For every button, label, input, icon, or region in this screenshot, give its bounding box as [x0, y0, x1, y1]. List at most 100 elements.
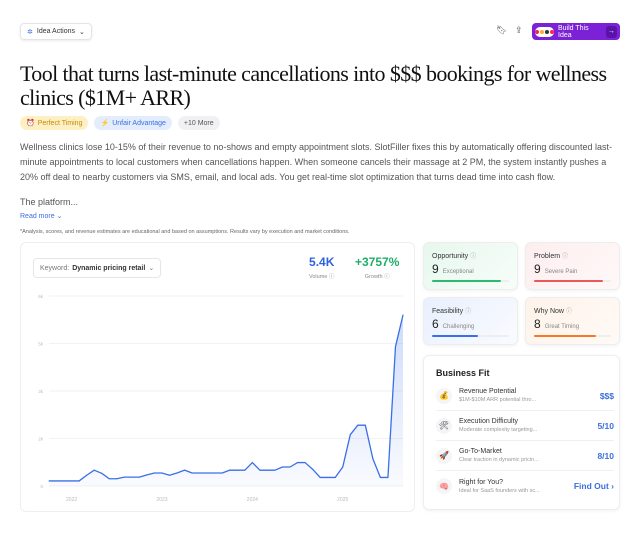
- chevron-down-icon: ⌄: [79, 28, 85, 36]
- data-point: [169, 474, 171, 476]
- data-point: [229, 469, 231, 471]
- data-point: [71, 480, 73, 482]
- data-point: [221, 472, 223, 474]
- keyword-select[interactable]: Keyword: Dynamic pricing retail ⌄: [33, 258, 162, 278]
- tag-list: ⏰ Perfect Timing ⚡ Unfair Advantage +10 More: [20, 116, 620, 130]
- data-point: [281, 466, 283, 468]
- score-bar: [432, 335, 509, 337]
- score-label: Challenging: [442, 324, 475, 330]
- business-fit-row: 🛠 Execution Difficulty Moderate complexity…: [436, 411, 614, 441]
- row-value: 5/10: [597, 420, 614, 431]
- score-bar-fill: [432, 280, 502, 282]
- score-title: Feasibility: [432, 308, 464, 315]
- data-point: [312, 468, 314, 470]
- growth-value: +3757%: [355, 255, 400, 269]
- business-fit-row: 🚀 Go-To-Market Clear traction in dynamic p…: [436, 441, 614, 471]
- y-tick-label: 3k: [38, 389, 44, 394]
- score-title: Why Now: [534, 308, 564, 315]
- info-icon[interactable]: ⓘ: [465, 309, 472, 315]
- info-icon[interactable]: ⓘ: [470, 254, 477, 260]
- sparkle-icon: ✲: [27, 28, 33, 36]
- score-card-problem[interactable]: Problem ⓘ 9 Severe Pain: [525, 242, 620, 290]
- data-point: [349, 434, 351, 436]
- row-subtitle: Ideal for SaaS founders with sc...: [459, 487, 540, 494]
- y-tick-label: 5k: [38, 342, 44, 347]
- tag[interactable]: +10 More: [177, 116, 220, 130]
- data-point: [251, 462, 253, 464]
- row-value[interactable]: Find Out ›: [573, 481, 614, 491]
- read-more-link[interactable]: Read more ⌄: [20, 212, 620, 222]
- data-point: [289, 466, 291, 468]
- data-point: [101, 472, 103, 474]
- data-point: [176, 472, 178, 474]
- tag-label: Unfair Advantage: [112, 119, 166, 127]
- idea-header: Tool that turns last-minute cancellation…: [0, 62, 640, 236]
- score-value: 9: [432, 262, 439, 276]
- data-point: [402, 314, 404, 316]
- bookmark-icon[interactable]: 🔖︎: [496, 25, 508, 35]
- data-point: [146, 474, 148, 476]
- row-subtitle: Clear traction in dynamic pricin...: [459, 457, 539, 463]
- score-bar: [432, 280, 509, 282]
- row-title: Revenue Potential: [459, 388, 517, 395]
- score-card-feasibility[interactable]: Feasibility ⓘ 6 Challenging: [423, 297, 518, 345]
- tag-label: Perfect Timing: [37, 119, 83, 127]
- area-fill: [49, 315, 403, 486]
- score-card-opportunity[interactable]: Opportunity ⓘ 9 Exceptional: [423, 242, 518, 290]
- info-icon[interactable]: ⓘ: [562, 254, 569, 260]
- score-value: 9: [534, 262, 541, 276]
- description-more: The platform...: [20, 197, 79, 207]
- help-icon[interactable]: ⓘ: [384, 274, 390, 280]
- data-point: [357, 424, 359, 426]
- build-this-idea-button[interactable]: Build This Idea →: [532, 23, 620, 40]
- x-tick-label: 2025: [337, 497, 348, 503]
- tag[interactable]: ⚡ Unfair Advantage: [94, 116, 172, 130]
- row-icon: 🚀: [436, 447, 452, 464]
- keyword-label: Keyword:: [40, 264, 70, 272]
- read-more-label: Read more: [20, 213, 55, 220]
- arrow-right-icon: →: [605, 25, 617, 38]
- data-point: [266, 469, 268, 471]
- score-label: Severe Pain: [544, 269, 578, 275]
- keyword-value: Dynamic pricing retail: [72, 264, 146, 272]
- row-icon: 🧠: [436, 478, 452, 494]
- business-fit-row: 💰 Revenue Potential $1M-$10M ARR potential…: [436, 381, 614, 411]
- data-point: [364, 424, 366, 426]
- tag[interactable]: ⏰ Perfect Timing: [20, 116, 89, 130]
- chevron-down-icon: ⌄: [56, 213, 63, 220]
- data-point: [191, 472, 193, 474]
- data-point: [93, 469, 95, 471]
- data-point: [161, 472, 163, 474]
- data-point: [86, 474, 88, 476]
- row-subtitle: Moderate complexity targeting...: [459, 427, 538, 433]
- data-point: [394, 346, 396, 348]
- data-point: [48, 480, 50, 482]
- help-icon[interactable]: ⓘ: [328, 274, 335, 280]
- idea-actions-button[interactable]: ✲ Idea Actions ⌄: [20, 23, 92, 40]
- tag-label: +10 More: [183, 119, 214, 127]
- growth-label: Growth: [364, 274, 383, 280]
- row-subtitle: $1M-$10M ARR potential thro...: [459, 397, 537, 403]
- x-tick-label: 2022: [66, 497, 77, 503]
- share-icon[interactable]: ⇪: [515, 25, 523, 35]
- idea-actions-label: Idea Actions: [36, 28, 76, 35]
- y-tick-label: 2k: [38, 437, 44, 442]
- chevron-down-icon: ⌄: [148, 265, 155, 272]
- score-value: 8: [534, 317, 541, 331]
- data-point: [131, 476, 133, 478]
- data-point: [63, 480, 65, 482]
- business-fit-row[interactable]: 🧠 Right for You? Ideal for SaaS founders w…: [436, 471, 614, 501]
- info-icon[interactable]: ⓘ: [565, 309, 572, 315]
- score-card-why-now[interactable]: Why Now ⓘ 8 Great Timing: [525, 297, 620, 345]
- score-bar-fill: [432, 335, 479, 337]
- data-point: [138, 476, 140, 478]
- business-fit-title: Business Fit: [436, 368, 490, 378]
- data-point: [319, 476, 321, 478]
- data-point: [259, 469, 261, 471]
- data-point: [304, 462, 306, 464]
- data-point: [244, 469, 246, 471]
- data-point: [379, 476, 381, 478]
- row-icon: 🛠: [436, 417, 452, 434]
- volume-stat: 5.4K Volume ⓘ: [309, 255, 334, 280]
- data-point: [274, 469, 276, 471]
